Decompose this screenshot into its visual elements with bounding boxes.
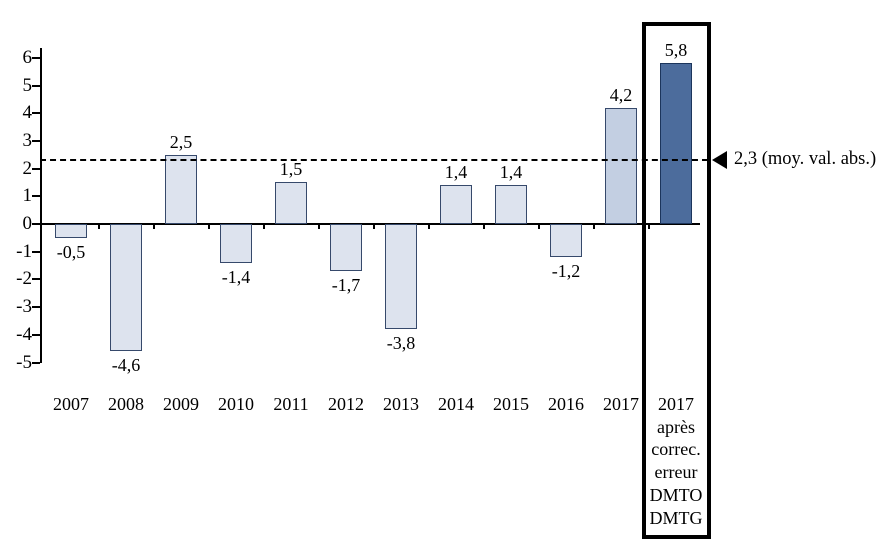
x-category-label: 2016 — [548, 394, 584, 414]
average-dashed-line — [40, 159, 708, 161]
bar-2017 — [605, 107, 637, 224]
y-tick-mark — [32, 333, 40, 336]
x-category-label-line: correc. — [651, 439, 701, 460]
x-tick-mark — [482, 224, 485, 229]
bar-2008 — [110, 224, 142, 352]
bar-2007 — [55, 224, 87, 238]
y-tick-mark — [32, 361, 40, 364]
x-category-label: 2010 — [218, 394, 254, 414]
left-arrow-icon — [712, 151, 727, 169]
x-category-label-line: après — [657, 416, 695, 437]
x-tick-mark — [207, 224, 210, 229]
bar-value-label: 4,2 — [609, 84, 633, 105]
bar-value-label: 1,4 — [444, 162, 468, 183]
x-category-label: 2015 — [493, 394, 529, 414]
x-category-label: 2007 — [53, 394, 89, 414]
bar-value-label: 5,8 — [664, 40, 688, 61]
bar-value-label: 1,4 — [499, 162, 523, 183]
y-tick-mark — [32, 84, 40, 87]
bar-2010 — [220, 224, 252, 263]
x-category-label: 2011 — [273, 394, 309, 414]
x-tick-mark — [647, 224, 650, 229]
y-tick-label: 6 — [22, 46, 33, 68]
y-tick-mark — [32, 56, 40, 59]
x-axis-line — [40, 223, 700, 225]
bar-2012 — [330, 224, 362, 272]
y-tick-label: 2 — [22, 157, 33, 179]
x-category-label: 2017 — [603, 394, 639, 414]
y-axis-line — [40, 48, 42, 363]
bar-value-label: -0,5 — [56, 241, 86, 262]
y-tick-label: -1 — [16, 240, 32, 262]
bar-2017-corrected — [660, 63, 692, 224]
bar-value-label: -3,8 — [386, 333, 416, 354]
x-tick-mark — [317, 224, 320, 229]
y-tick-mark — [32, 306, 40, 309]
x-category-label: 2008 — [108, 394, 144, 414]
x-category-label-2017-corrected: 2017 après correc. erreur DMTO DMTG — [650, 393, 703, 529]
y-tick-mark — [32, 167, 40, 170]
y-tick-mark — [32, 195, 40, 198]
bar-value-label: -1,2 — [551, 261, 581, 282]
y-tick-label: -2 — [16, 268, 32, 290]
y-tick-label: 1 — [22, 185, 33, 207]
y-tick-mark — [32, 250, 40, 253]
x-tick-mark — [97, 224, 100, 229]
y-tick-label: 0 — [22, 213, 33, 234]
highlight-box-2017-corrected — [642, 22, 711, 539]
y-tick-label: 3 — [22, 129, 33, 151]
y-tick-label: -4 — [16, 323, 32, 345]
bar-2016 — [550, 224, 582, 258]
x-category-label: 2009 — [163, 394, 199, 414]
bar-value-label: 2,5 — [169, 131, 193, 152]
x-category-label-line: 2017 — [658, 394, 694, 414]
bar-2015 — [495, 185, 527, 224]
x-category-label: 2014 — [438, 394, 474, 414]
average-value-label: 2,3 (moy. val. abs.) — [734, 149, 877, 169]
y-tick-label: -3 — [16, 296, 32, 318]
x-tick-mark — [262, 224, 265, 229]
x-category-label-line: DMTO — [649, 484, 703, 505]
bar-value-label: 1,5 — [279, 159, 303, 180]
y-tick-mark — [32, 223, 40, 225]
x-category-label: 2012 — [328, 394, 364, 414]
x-tick-mark — [537, 224, 540, 229]
y-tick-label: 4 — [22, 102, 33, 124]
bar-value-label: -4,6 — [111, 355, 141, 376]
y-tick-mark — [32, 139, 40, 142]
x-category-label-line: erreur — [654, 462, 698, 483]
y-tick-mark — [32, 112, 40, 115]
bar-value-label: -1,4 — [221, 266, 251, 287]
bar-2014 — [440, 185, 472, 224]
x-tick-mark — [372, 224, 375, 229]
bar-2013 — [385, 224, 417, 330]
y-tick-label: -5 — [16, 351, 32, 373]
x-category-label: 2013 — [383, 394, 419, 414]
bar-2011 — [275, 182, 307, 224]
y-tick-mark — [32, 278, 40, 281]
x-tick-mark — [427, 224, 430, 229]
x-tick-mark — [592, 224, 595, 229]
y-tick-label: 5 — [22, 74, 33, 96]
bar-value-label: -1,7 — [331, 275, 361, 296]
bar-2009 — [165, 154, 197, 224]
x-category-label-line: DMTG — [649, 507, 703, 528]
x-tick-mark — [152, 224, 155, 229]
